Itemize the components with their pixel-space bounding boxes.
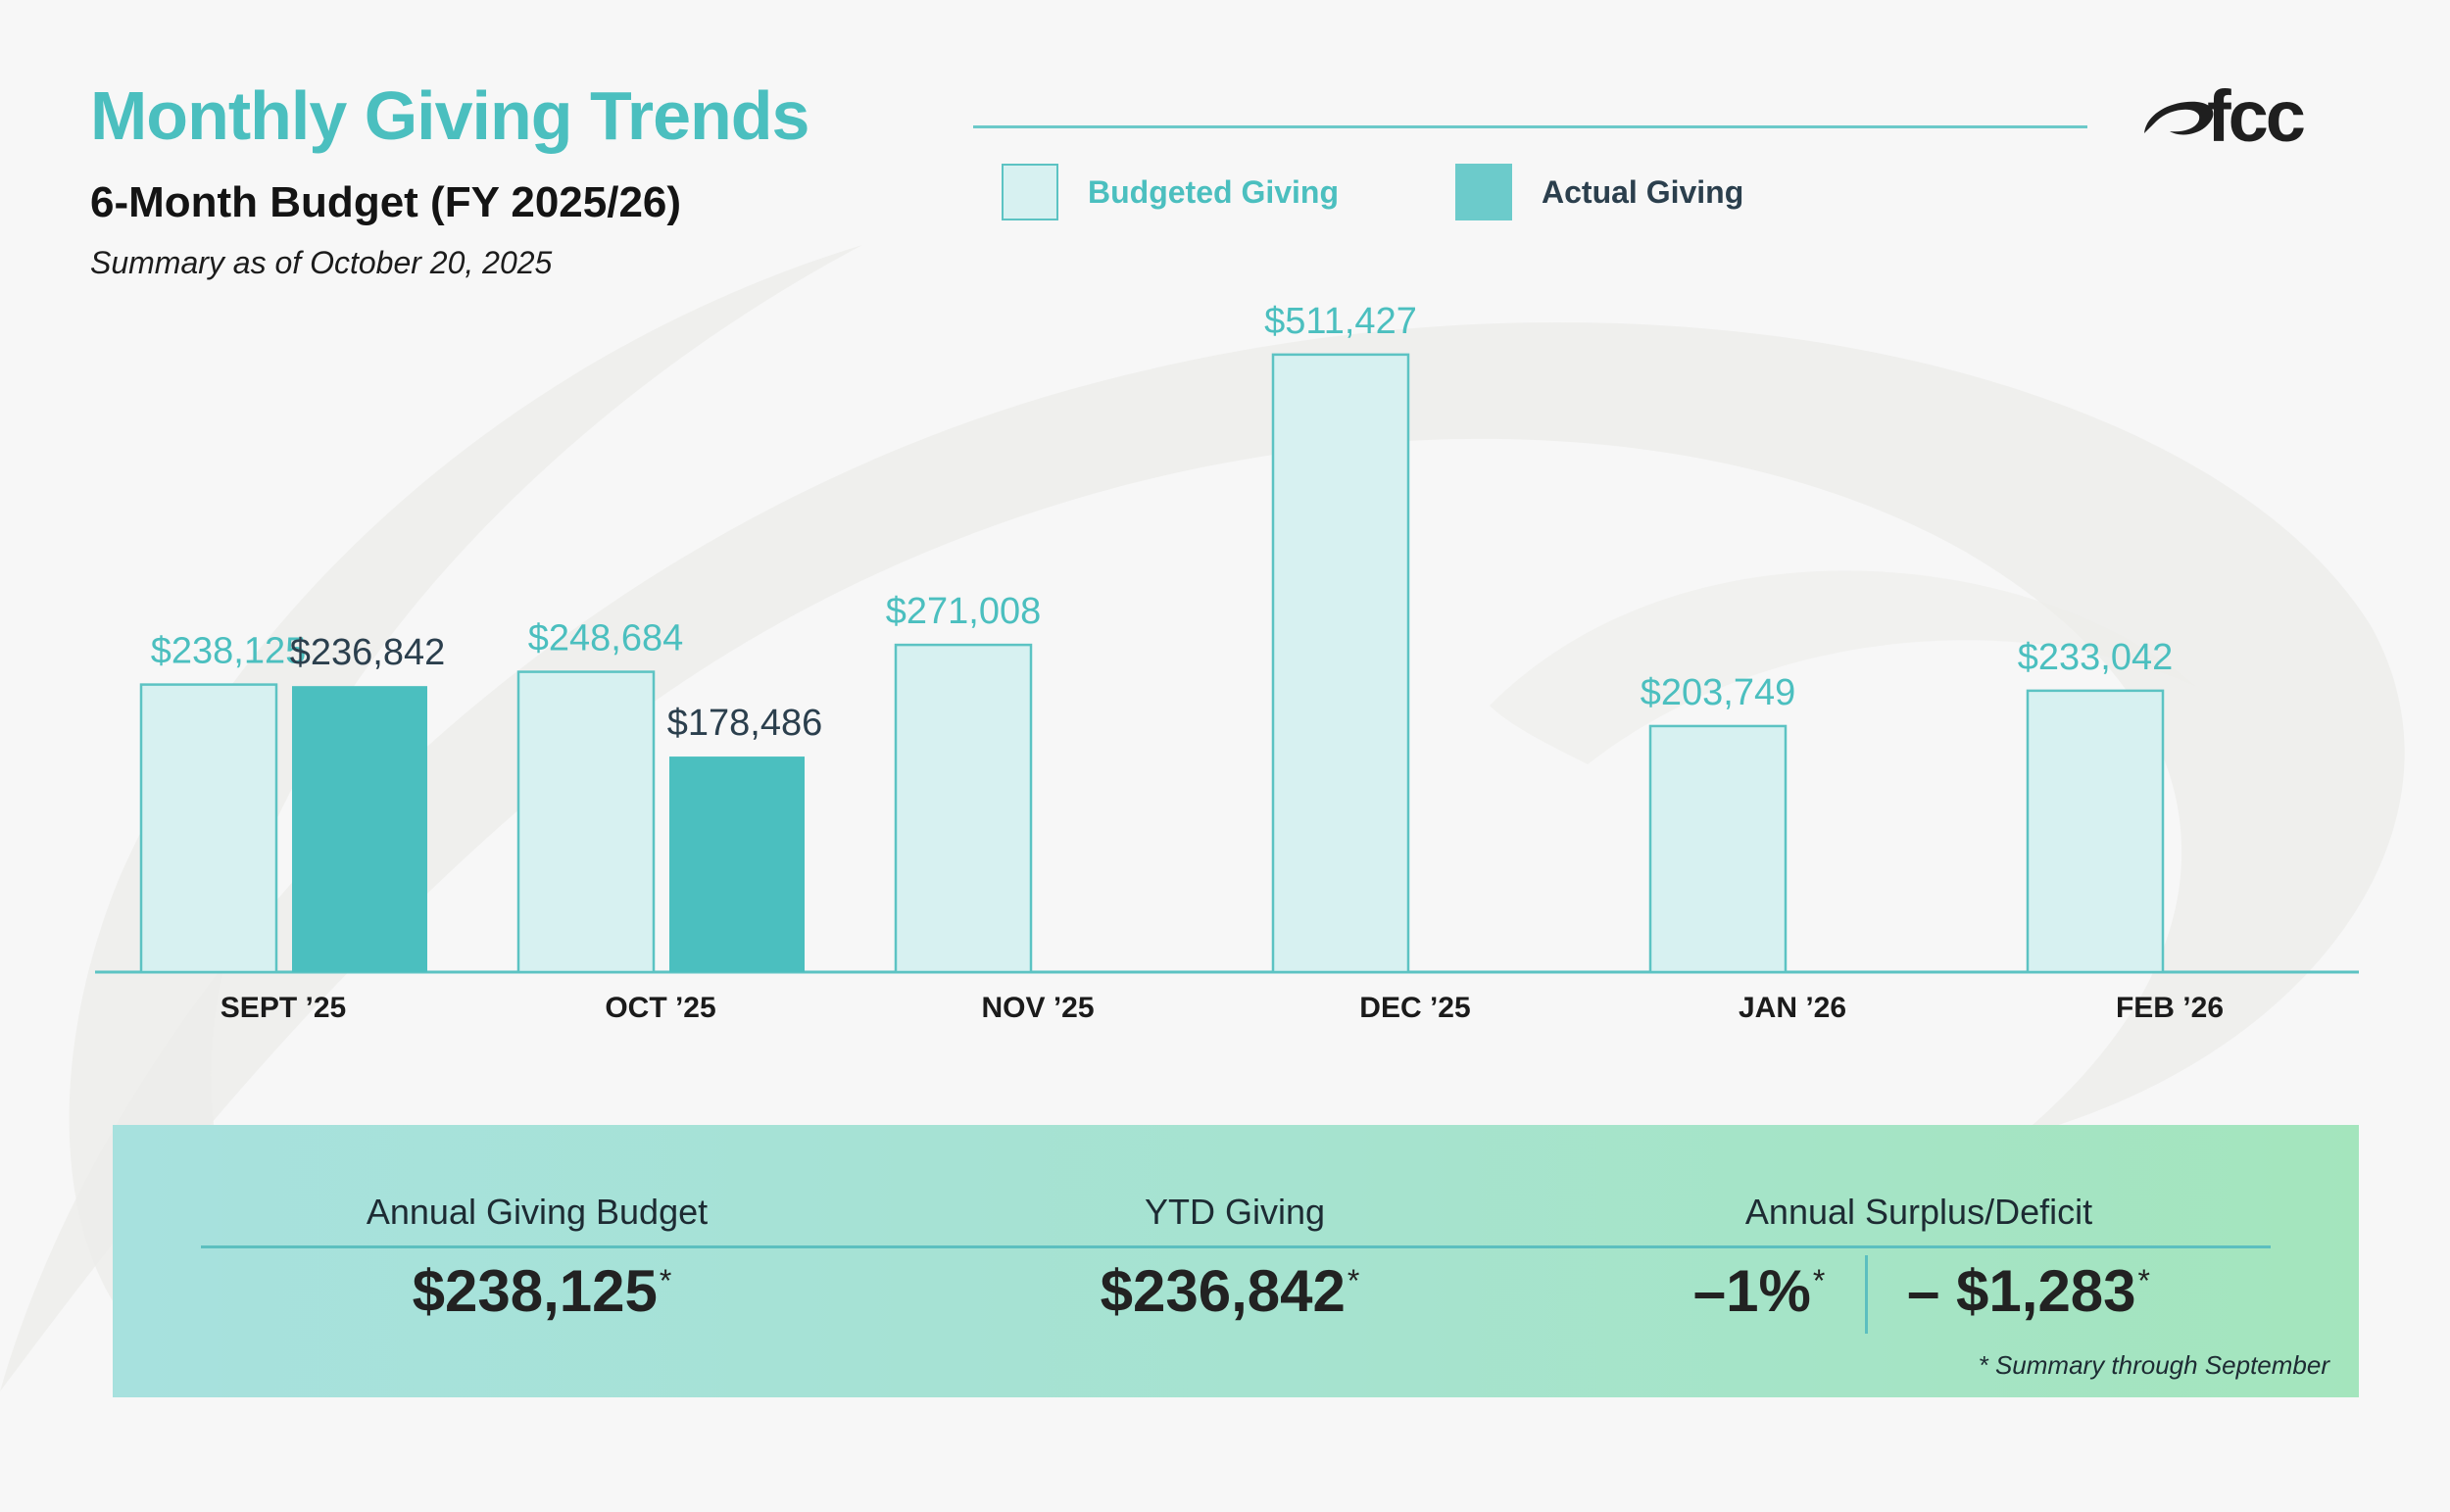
ytd-giving-label: YTD Giving	[1144, 1192, 1326, 1232]
summary-panel: Annual Giving Budget YTD Giving Annual S…	[113, 1125, 2359, 1397]
legend-item-budgeted: Budgeted Giving	[1002, 163, 1339, 221]
x-tick-label: FEB ’26	[2116, 992, 2224, 1024]
bar-budgeted	[1648, 724, 1788, 974]
data-label-budgeted: $233,042	[2018, 637, 2174, 678]
annual-budget-label: Annual Giving Budget	[366, 1192, 709, 1232]
bar-actual	[292, 686, 427, 972]
surplus-percent: –1%	[1692, 1258, 1811, 1324]
data-label-budgeted: $238,125	[151, 631, 307, 672]
legend-item-actual: Actual Giving	[1455, 163, 1743, 221]
bar-budgeted	[2026, 689, 2165, 974]
footnote-marker: *	[1812, 1263, 1826, 1298]
x-tick-label: JAN ’26	[1739, 992, 1846, 1024]
data-label-budgeted: $203,749	[1641, 672, 1796, 713]
annual-budget-value: $238,125*	[413, 1257, 672, 1325]
data-label-actual: $178,486	[667, 703, 823, 744]
bar-budgeted	[516, 670, 656, 974]
x-tick-label: SEPT ’25	[220, 992, 346, 1024]
summary-rule	[201, 1245, 2271, 1248]
page-title: Monthly Giving Trends	[90, 77, 809, 154]
bar-budgeted	[139, 683, 278, 974]
summary-date: Summary as of October 20, 2025	[90, 245, 553, 280]
surplus-amount-value: – $1,283*	[1907, 1257, 2150, 1325]
footnote-marker: *	[1347, 1263, 1360, 1298]
data-label-budgeted: $511,427	[1264, 301, 1417, 342]
summary-footnote: * Summary through September	[1978, 1350, 2329, 1380]
x-tick-label: OCT ’25	[605, 992, 715, 1024]
footnote-marker: *	[659, 1263, 672, 1298]
annual-budget-amount: $238,125	[412, 1258, 658, 1324]
data-label-budgeted: $248,684	[528, 618, 684, 659]
bar-budgeted	[1271, 353, 1410, 974]
x-tick-label: NOV ’25	[981, 992, 1094, 1024]
summary-divider	[1865, 1255, 1868, 1334]
legend-label-budgeted: Budgeted Giving	[1088, 173, 1339, 210]
ytd-giving-value: $236,842*	[1101, 1257, 1360, 1325]
footnote-marker: *	[2137, 1263, 2151, 1298]
bar-budgeted	[894, 643, 1033, 974]
surplus-amount: – $1,283	[1906, 1258, 2136, 1324]
legend-swatch-budgeted	[1002, 164, 1058, 220]
fcc-logo: fcc	[2144, 76, 2307, 155]
legend-swatch-actual	[1455, 164, 1512, 220]
data-label-budgeted: $271,008	[886, 591, 1042, 632]
surplus-deficit-label: Annual Surplus/Deficit	[1744, 1192, 2093, 1232]
x-tick-label: DEC ’25	[1359, 992, 1470, 1024]
ytd-giving-amount: $236,842	[1100, 1258, 1346, 1324]
header-rule	[973, 125, 2087, 128]
legend-label-actual: Actual Giving	[1542, 173, 1744, 210]
logo-swoosh-icon	[2144, 101, 2214, 135]
surplus-percent-value: –1%*	[1693, 1257, 1826, 1325]
bar-actual	[669, 756, 805, 972]
page-subtitle: 6-Month Budget (FY 2025/26)	[90, 178, 682, 226]
logo-text: fcc	[2207, 76, 2304, 155]
data-label-actual: $236,842	[290, 632, 446, 673]
